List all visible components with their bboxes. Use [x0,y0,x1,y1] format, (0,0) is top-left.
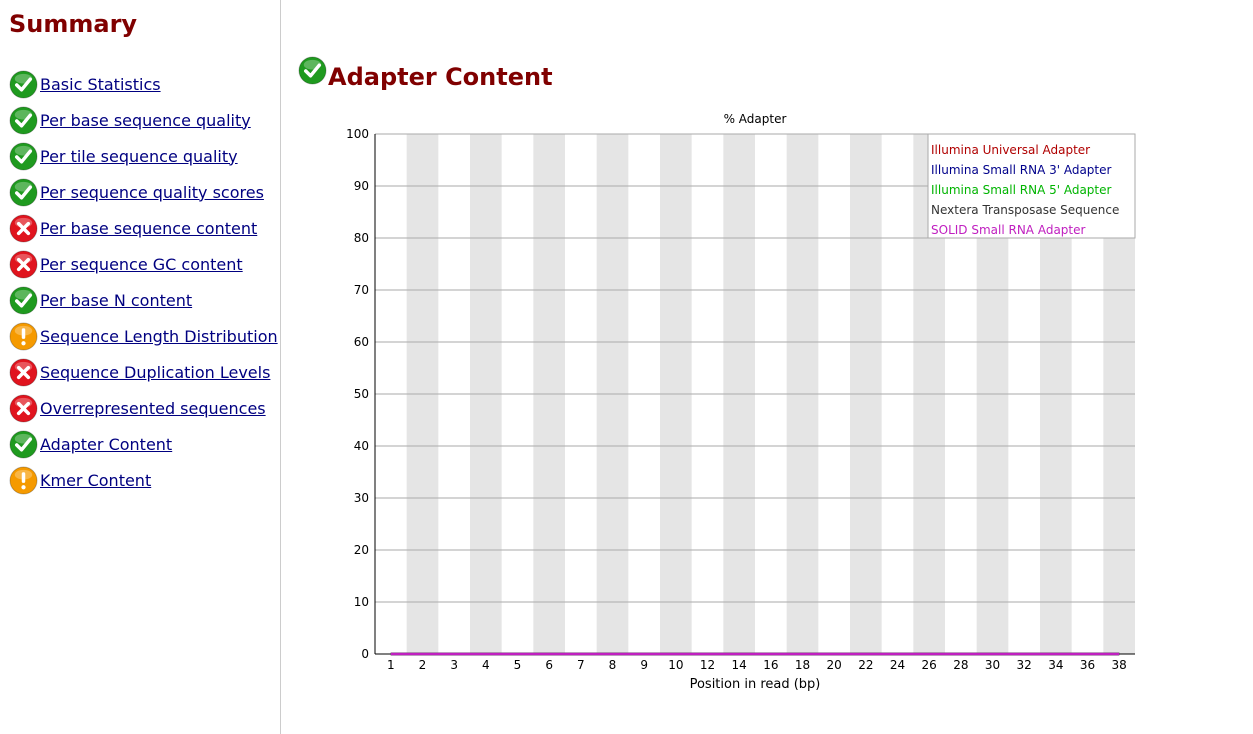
y-tick-label: 10 [354,595,369,609]
sidebar-item: Basic Statistics [9,66,278,102]
chart-title: % Adapter [724,112,787,126]
x-tick-label: 1 [387,658,395,672]
x-tick-label: 32 [1017,658,1032,672]
sidebar-item: Per sequence quality scores [9,174,278,210]
legend-entry: Illumina Universal Adapter [931,143,1090,157]
sidebar-item: Per base sequence content [9,210,278,246]
x-axis-label: Position in read (bp) [690,677,821,692]
x-tick-label: 9 [640,658,648,672]
module-link[interactable]: Sequence Duplication Levels [40,362,271,382]
module-link[interactable]: Adapter Content [40,434,173,454]
x-tick-label: 22 [858,658,873,672]
module-list: Basic Statistics Per base sequence qualit… [9,66,278,498]
x-tick-label: 26 [922,658,937,672]
sidebar-item: Kmer Content [9,462,278,498]
check-circle-icon [9,105,38,135]
legend-entry: Nextera Transposase Sequence [931,203,1119,217]
x-tick-label: 36 [1080,658,1095,672]
sidebar-item: Per base sequence quality [9,102,278,138]
sidebar-item: Overrepresented sequences [9,390,278,426]
y-tick-label: 70 [354,283,369,297]
x-tick-label: 20 [827,658,842,672]
module-link[interactable]: Kmer Content [40,470,152,490]
x-circle-icon [9,249,38,279]
sidebar-item: Adapter Content [9,426,278,462]
summary-sidebar: Summary Basic Statistics Per base sequenc… [0,0,281,734]
check-circle-icon [9,69,38,99]
module-link[interactable]: Per sequence GC content [40,254,243,274]
x-tick-label: 12 [700,658,715,672]
module-link[interactable]: Overrepresented sequences [40,398,266,418]
sidebar-item: Per base N content [9,282,278,318]
summary-title: Summary [9,10,138,38]
module-link[interactable]: Per base sequence content [40,218,258,238]
check-circle-icon [9,141,38,171]
module-link[interactable]: Per sequence quality scores [40,182,264,202]
x-circle-icon [9,213,38,243]
sidebar-item: Sequence Duplication Levels [9,354,278,390]
y-tick-label: 30 [354,491,369,505]
legend-entry: Illumina Small RNA 5' Adapter [931,183,1112,197]
x-tick-label: 8 [609,658,617,672]
y-tick-label: 100 [346,127,369,141]
x-tick-label: 2 [419,658,427,672]
x-tick-label: 7 [577,658,585,672]
x-circle-icon [9,357,38,387]
sidebar-item: Sequence Length Distribution [9,318,278,354]
y-tick-label: 60 [354,335,369,349]
sidebar-item: Per sequence GC content [9,246,278,282]
sidebar-item: Per tile sequence quality [9,138,278,174]
check-circle-icon [298,56,327,85]
x-tick-label: 4 [482,658,490,672]
x-tick-label: 16 [763,658,778,672]
x-tick-label: 10 [668,658,683,672]
check-circle-icon [9,429,38,459]
x-tick-label: 3 [450,658,458,672]
warning-circle-icon [9,321,38,351]
x-tick-label: 14 [732,658,747,672]
warning-circle-icon [9,465,38,495]
x-tick-label: 28 [953,658,968,672]
check-circle-icon [9,177,38,207]
legend-box [927,133,1136,239]
y-tick-label: 80 [354,231,369,245]
module-link[interactable]: Sequence Length Distribution [40,326,278,346]
y-tick-label: 50 [354,387,369,401]
y-tick-label: 40 [354,439,369,453]
page-title: Adapter Content [328,62,553,91]
x-tick-label: 18 [795,658,810,672]
x-tick-label: 30 [985,658,1000,672]
x-tick-label: 6 [545,658,553,672]
legend-entry: SOLID Small RNA Adapter [931,223,1085,237]
main-heading: Adapter Content [298,56,553,91]
x-tick-label: 5 [514,658,522,672]
check-circle-icon [9,285,38,315]
module-link[interactable]: Basic Statistics [40,74,161,94]
module-link[interactable]: Per base sequence quality [40,110,251,130]
x-tick-label: 34 [1048,658,1063,672]
module-link[interactable]: Per base N content [40,290,193,310]
module-link[interactable]: Per tile sequence quality [40,146,238,166]
y-tick-label: 90 [354,179,369,193]
y-tick-label: 20 [354,543,369,557]
legend-entry: Illumina Small RNA 3' Adapter [931,163,1112,177]
x-circle-icon [9,393,38,423]
x-tick-label: 24 [890,658,905,672]
y-tick-label: 0 [361,647,369,661]
x-tick-label: 38 [1112,658,1127,672]
